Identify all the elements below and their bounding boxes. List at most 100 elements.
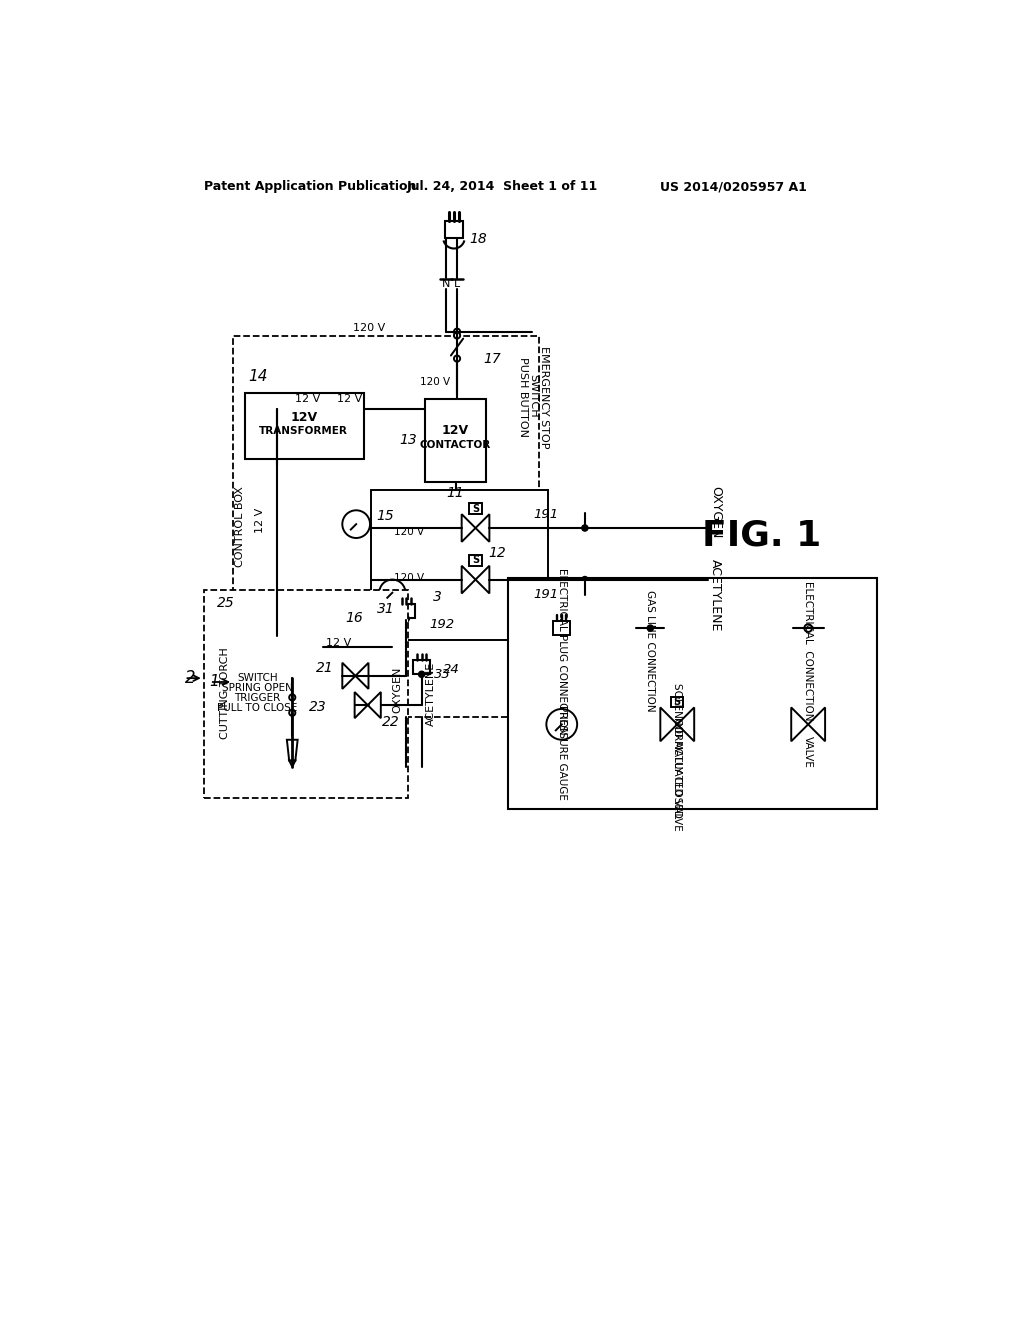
Circle shape [647,626,653,631]
Circle shape [419,671,425,677]
Polygon shape [475,515,489,543]
Text: SWITCH: SWITCH [528,374,539,417]
Bar [671,697,683,708]
Text: TRIGGER: TRIGGER [234,693,281,704]
Text: CONTROL BOX: CONTROL BOX [234,486,245,566]
Bar [204,590,408,797]
Text: S: S [472,504,479,513]
Polygon shape [355,663,369,689]
Text: 14: 14 [248,368,267,384]
Polygon shape [660,708,677,742]
Circle shape [403,615,410,622]
Bar [233,335,540,717]
Circle shape [582,525,588,531]
Bar [397,605,415,618]
Text: SPRING OPEN: SPRING OPEN [222,684,293,693]
Text: 21: 21 [315,661,334,675]
Text: 16: 16 [345,611,362,626]
Text: 12V: 12V [442,425,469,437]
Circle shape [379,579,406,606]
Bar [371,490,548,640]
Text: 1: 1 [209,675,218,689]
Text: 25: 25 [217,597,234,610]
Text: GAS LINE CONNECTION: GAS LINE CONNECTION [645,590,655,711]
Text: 17: 17 [483,351,502,366]
Text: 22: 22 [382,715,399,729]
Circle shape [454,329,460,335]
Text: 13: 13 [399,433,417,447]
Text: Patent Application Publication: Patent Application Publication [204,181,416,194]
Text: S: S [472,556,479,565]
Bar [469,503,481,515]
Text: 2: 2 [185,669,196,688]
Polygon shape [368,692,381,718]
Polygon shape [475,566,489,594]
Text: S: S [674,697,681,708]
Text: ELECTRICAL  CONNECTION: ELECTRICAL CONNECTION [803,581,813,721]
Text: OXYGEN: OXYGEN [710,486,722,539]
Polygon shape [289,760,295,767]
Bar [508,578,878,809]
Bar [425,399,486,482]
Text: ACETYLENE: ACETYLENE [710,558,722,631]
Text: 15: 15 [376,510,394,524]
Text: CONTACTOR: CONTACTOR [420,440,492,450]
Text: 12 V: 12 V [337,395,362,404]
Bar [245,393,364,459]
Text: L: L [454,279,460,289]
Text: SOLENOID ACTUATED VALVE: SOLENOID ACTUATED VALVE [673,682,682,830]
Text: 120 V: 120 V [353,323,385,333]
Circle shape [547,709,578,739]
Text: 24: 24 [443,663,460,676]
Text: 12: 12 [488,546,506,561]
Text: 12V: 12V [290,411,317,424]
Polygon shape [354,692,368,718]
Text: OXYGEN: OXYGEN [392,667,402,713]
Circle shape [289,694,295,701]
Bar [469,554,481,566]
Circle shape [804,624,812,632]
Text: US 2014/0205957 A1: US 2014/0205957 A1 [660,181,807,194]
Text: 120 V: 120 V [420,376,450,387]
Text: Jul. 24, 2014  Sheet 1 of 11: Jul. 24, 2014 Sheet 1 of 11 [407,181,597,194]
Text: 23: 23 [309,700,327,714]
Circle shape [454,355,460,362]
Bar [444,220,463,238]
Circle shape [454,333,460,339]
Text: 3: 3 [433,590,442,605]
Bar [413,660,430,673]
Circle shape [342,511,370,539]
Text: 120 V: 120 V [394,527,424,537]
Text: N: N [442,279,451,289]
Text: NORMALLY CLOSED: NORMALLY CLOSED [673,717,682,818]
Text: 12 V: 12 V [326,639,351,648]
Text: 191: 191 [534,508,559,520]
Text: 191: 191 [534,589,559,602]
Text: 12 V: 12 V [295,395,321,404]
Text: 192: 192 [430,618,455,631]
Text: 31: 31 [377,602,394,616]
Text: SWITCH: SWITCH [238,673,278,684]
Polygon shape [342,663,355,689]
Text: 11: 11 [446,486,464,500]
Polygon shape [462,566,475,594]
Text: ELECTRICAL PLUG CONNECTION: ELECTRICAL PLUG CONNECTION [557,568,566,734]
Text: CUTTING TORCH: CUTTING TORCH [220,648,230,739]
Polygon shape [808,708,825,742]
Polygon shape [462,515,475,543]
Text: 120 V: 120 V [394,573,424,583]
Text: PRESSURE GAUGE: PRESSURE GAUGE [557,705,566,800]
Text: PUSH BUTTON: PUSH BUTTON [518,358,528,437]
Text: EMERGENCY STOP: EMERGENCY STOP [539,346,549,449]
Text: PULL TO CLOSE: PULL TO CLOSE [217,704,298,713]
Text: TRANSFORMER: TRANSFORMER [259,426,348,436]
Text: 18: 18 [469,232,487,247]
Polygon shape [677,708,694,742]
Polygon shape [287,739,298,760]
Text: 12 V: 12 V [255,508,265,533]
Circle shape [289,710,295,715]
Circle shape [582,577,588,582]
Bar [553,622,570,635]
Polygon shape [792,708,808,742]
Text: VALVE: VALVE [803,737,813,768]
